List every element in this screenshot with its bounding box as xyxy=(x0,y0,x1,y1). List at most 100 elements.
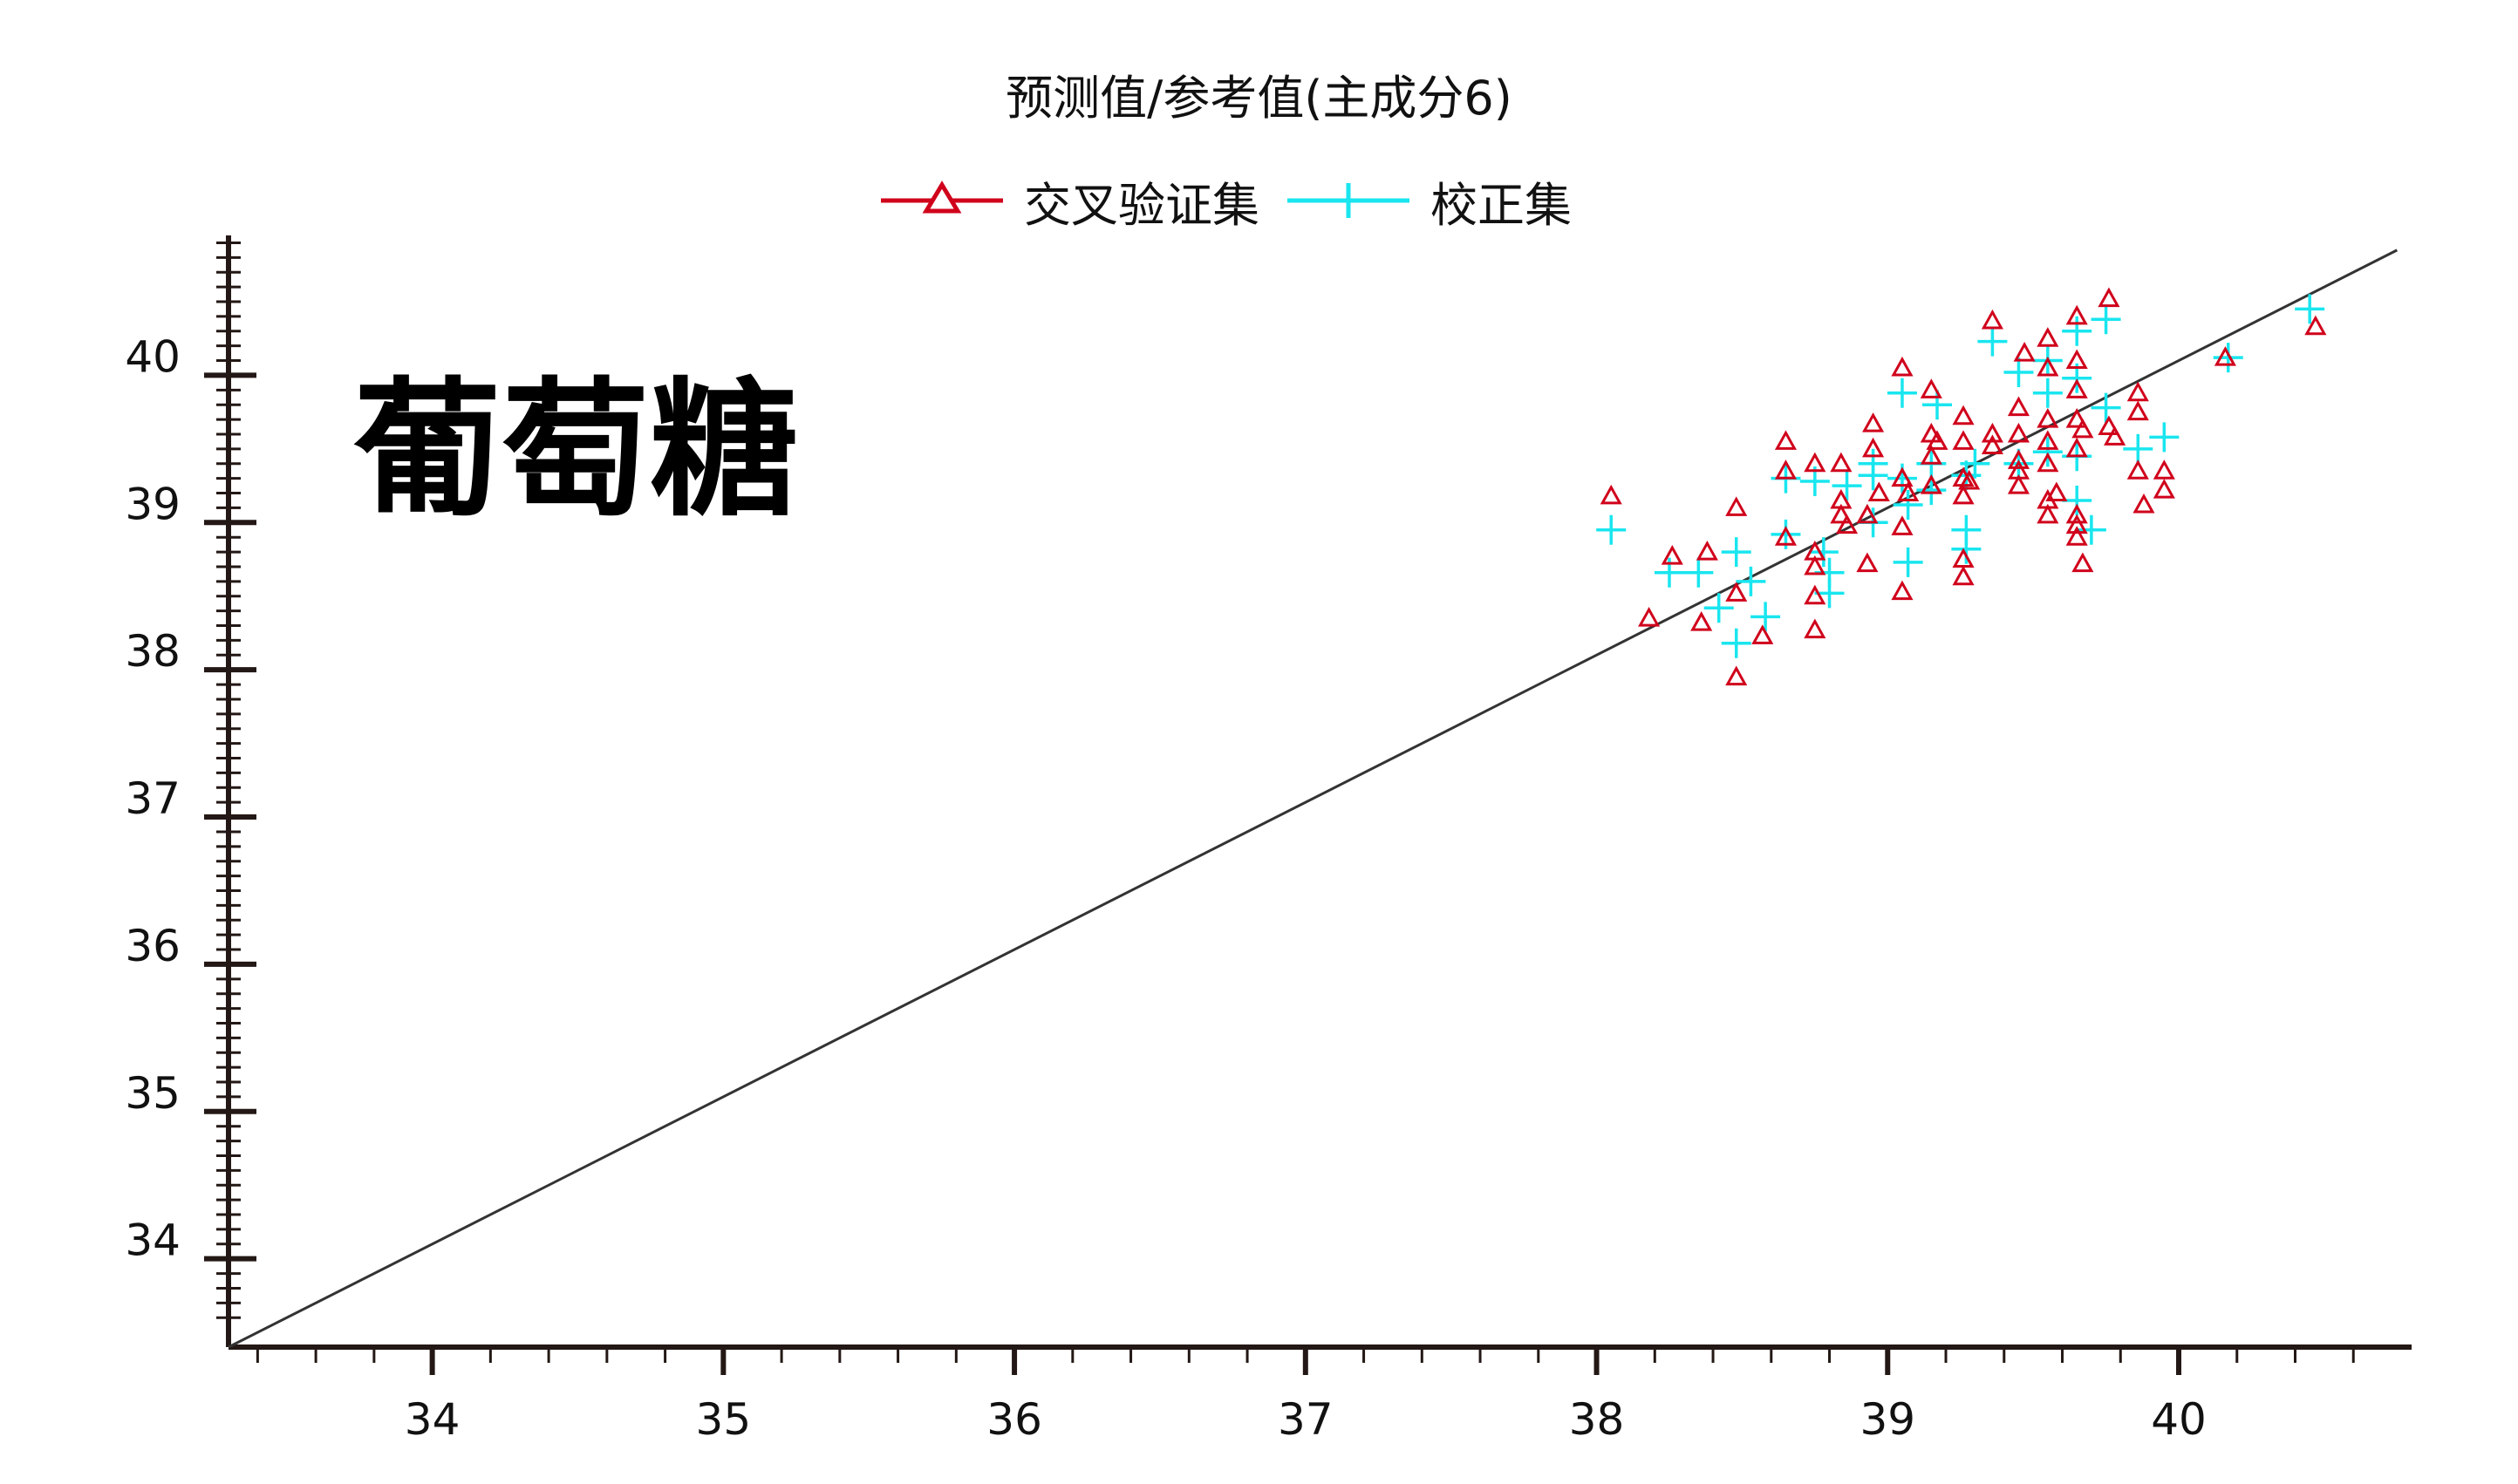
calibration-point xyxy=(2032,378,2063,408)
x-tick-label: 37 xyxy=(1278,1394,1334,1445)
calibration-point xyxy=(2149,422,2180,453)
cross-validation-point xyxy=(2037,430,2059,450)
calibration-point xyxy=(2091,392,2121,423)
cross-validation-point xyxy=(2045,481,2068,502)
calibration-point xyxy=(2076,514,2106,545)
calibration-point xyxy=(1750,602,1781,632)
cross-validation-point xyxy=(1661,545,1683,565)
cross-validation-point xyxy=(1638,606,1661,627)
cross-validation-point xyxy=(1897,481,1920,502)
x-tick-label: 40 xyxy=(2151,1394,2207,1445)
y-tick-label: 35 xyxy=(125,1068,181,1119)
cross-validation-point xyxy=(2007,473,2030,494)
cross-validation-point xyxy=(1920,445,1942,465)
cross-validation-point xyxy=(2098,287,2120,308)
legend-label-calibration: 校正集 xyxy=(1430,177,1572,233)
cross-validation-point xyxy=(1952,484,1975,505)
calibration-point xyxy=(1887,378,1917,408)
cross-validation-point xyxy=(1981,422,2003,443)
cross-validation-point xyxy=(1751,624,1774,644)
cross-validation-point xyxy=(1804,618,1826,639)
cross-validation-point xyxy=(1725,496,1748,516)
calibration-point xyxy=(2062,316,2092,346)
cross-validation-point xyxy=(1830,503,1853,524)
calibration-point xyxy=(1960,448,1990,479)
cross-validation-point xyxy=(2065,514,2088,534)
calibration-point xyxy=(1922,390,1953,420)
cross-validation-point xyxy=(2037,408,2059,428)
cross-validation-point xyxy=(2098,415,2120,436)
cross-validation-point xyxy=(1836,514,1859,534)
calibration-point xyxy=(2213,343,2243,373)
legend: 交叉验证集 校正集 xyxy=(881,170,1600,233)
cross-validation-point xyxy=(1725,665,1748,686)
cross-validation-point xyxy=(1774,459,1798,480)
cross-validation-point xyxy=(2304,315,2327,336)
cross-validation-point xyxy=(2071,552,2094,573)
cross-validation-point xyxy=(1774,430,1798,450)
x-tick-label: 36 xyxy=(986,1394,1042,1445)
plus-marker-icon xyxy=(1287,183,1409,218)
cross-validation-point xyxy=(1952,548,1975,568)
cross-validation-point xyxy=(2037,327,2059,347)
cross-validation-point xyxy=(2104,425,2126,446)
y-tick-label: 36 xyxy=(125,921,181,971)
cross-validation-point xyxy=(2065,378,2088,398)
cross-validation-point xyxy=(2071,418,2094,439)
calibration-point xyxy=(2295,294,2325,324)
cross-validation-point xyxy=(1862,437,1885,458)
cross-validation-point xyxy=(1891,466,1914,487)
cross-validation-point xyxy=(1952,430,1975,450)
cross-validation-point xyxy=(1690,611,1713,631)
calibration-point xyxy=(1721,537,1751,568)
cross-validation-point xyxy=(2065,304,2088,325)
calibration-point xyxy=(2123,433,2153,464)
cross-validation-point xyxy=(1891,580,1914,601)
legend-label-cross-validation: 交叉验证集 xyxy=(1024,177,1259,233)
cross-validation-point xyxy=(2126,381,2149,402)
y-tick-label: 37 xyxy=(125,773,181,824)
cross-validation-point xyxy=(2013,342,2036,362)
cross-validation-point xyxy=(2065,437,2088,458)
legend-item-calibration: 校正集 xyxy=(1287,167,1582,235)
calibration-point xyxy=(1858,460,1888,491)
calibration-point xyxy=(1893,547,1923,577)
cross-validation-point xyxy=(1920,378,1942,398)
calibration-point xyxy=(1916,475,1947,506)
cross-validation-point xyxy=(2214,346,2236,366)
cross-validation-point xyxy=(2126,400,2149,421)
cross-validation-point xyxy=(2065,349,2088,370)
cross-validation-point xyxy=(2007,449,2030,469)
cross-validation-point xyxy=(1891,515,1914,535)
calibration-point xyxy=(1951,534,1982,564)
cross-validation-point xyxy=(2065,526,2088,546)
x-tick-label: 34 xyxy=(405,1394,461,1445)
chart-title: 预测值/参考值(主成分6) xyxy=(1006,71,1512,126)
calibration-point xyxy=(1832,471,1862,501)
cross-validation-point xyxy=(1856,503,1879,524)
cross-validation-point xyxy=(1958,469,1981,490)
calibration-point xyxy=(2032,437,2063,467)
legend-item-cross-validation: 交叉验证集 xyxy=(881,167,1270,235)
cross-validation-point xyxy=(2037,503,2059,524)
cross-validation-point xyxy=(1920,473,1942,494)
x-tick-label: 38 xyxy=(1569,1394,1625,1445)
y-tick-label: 39 xyxy=(125,479,181,529)
cross-validation-point xyxy=(2153,479,2175,499)
cross-validation-point xyxy=(1952,405,1975,425)
calibration-point xyxy=(1893,490,1923,521)
reference-line xyxy=(228,248,2398,1349)
cross-validation-point xyxy=(2132,493,2155,514)
cross-validation-point xyxy=(1830,452,1853,473)
calibration-point xyxy=(2062,485,2092,515)
cross-validation-point xyxy=(2007,422,2030,443)
cross-validation-point xyxy=(2126,459,2149,480)
cross-validation-point xyxy=(2007,396,2030,417)
cross-validation-point xyxy=(1856,552,1879,573)
calibration-point xyxy=(2091,304,2121,335)
cross-validation-point xyxy=(1867,481,1890,502)
cross-validation-point xyxy=(1600,484,1622,505)
y-tick-label: 38 xyxy=(125,626,181,677)
calibration-point xyxy=(1703,593,1734,623)
